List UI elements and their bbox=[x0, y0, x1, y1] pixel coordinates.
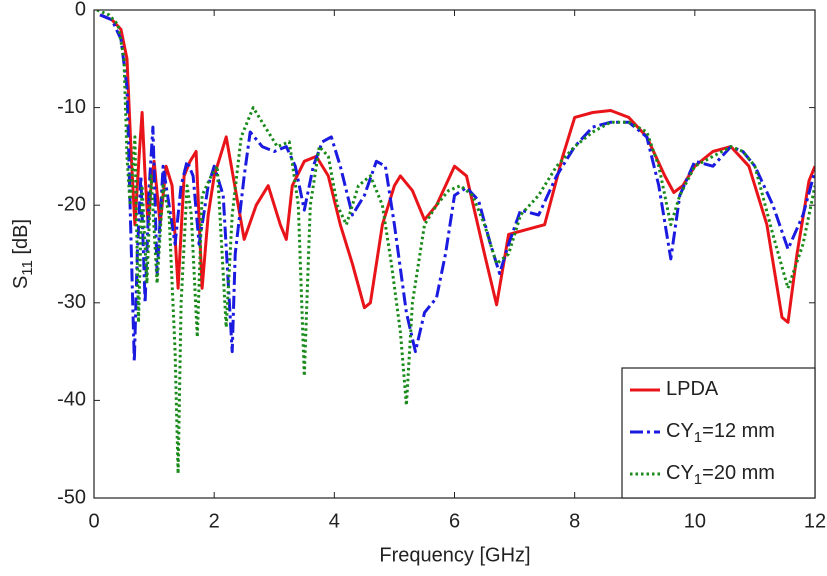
legend-label-part: 1 bbox=[694, 471, 702, 488]
x-tick-label: 4 bbox=[329, 510, 340, 532]
plot-frame bbox=[93, 9, 816, 499]
legend-label-part: CY bbox=[666, 420, 694, 442]
legend-label-part: =12 mm bbox=[702, 420, 775, 442]
x-tick-label: 0 bbox=[88, 510, 99, 532]
legend-label: CY1=12 mm bbox=[666, 420, 775, 446]
x-tick-label: 12 bbox=[804, 510, 826, 532]
legend-label: CY1=20 mm bbox=[666, 462, 775, 488]
y-tick-label: -30 bbox=[57, 291, 86, 313]
y-tick-label: -50 bbox=[57, 486, 86, 508]
plot-lines bbox=[96, 10, 815, 476]
legend-label-part: LPDA bbox=[666, 378, 719, 400]
series-line bbox=[99, 13, 815, 363]
y-label-rest: [dB] bbox=[10, 219, 32, 260]
x-tick-label: 2 bbox=[209, 510, 220, 532]
series-line bbox=[99, 13, 815, 324]
legend-label-part: =20 mm bbox=[702, 462, 775, 484]
y-tick-label: -20 bbox=[57, 193, 86, 215]
y-axis-label: S11 [dB] bbox=[10, 219, 36, 289]
y-tick-label: 0 bbox=[75, 0, 86, 20]
y-tick-label: -40 bbox=[57, 389, 86, 411]
legend-label-part: 1 bbox=[694, 429, 702, 446]
legend-label-part: CY bbox=[666, 462, 694, 484]
x-tick-label: 10 bbox=[684, 510, 706, 532]
series-line bbox=[96, 10, 815, 476]
y-label-sub: 11 bbox=[19, 260, 36, 276]
x-axis-label: Frequency [GHz] bbox=[379, 544, 530, 566]
y-label-main: S bbox=[10, 276, 32, 289]
x-tick-label: 6 bbox=[449, 510, 460, 532]
x-tick-label: 8 bbox=[569, 510, 580, 532]
legend-label: LPDA bbox=[666, 378, 719, 400]
y-tick-label: -10 bbox=[57, 96, 86, 118]
